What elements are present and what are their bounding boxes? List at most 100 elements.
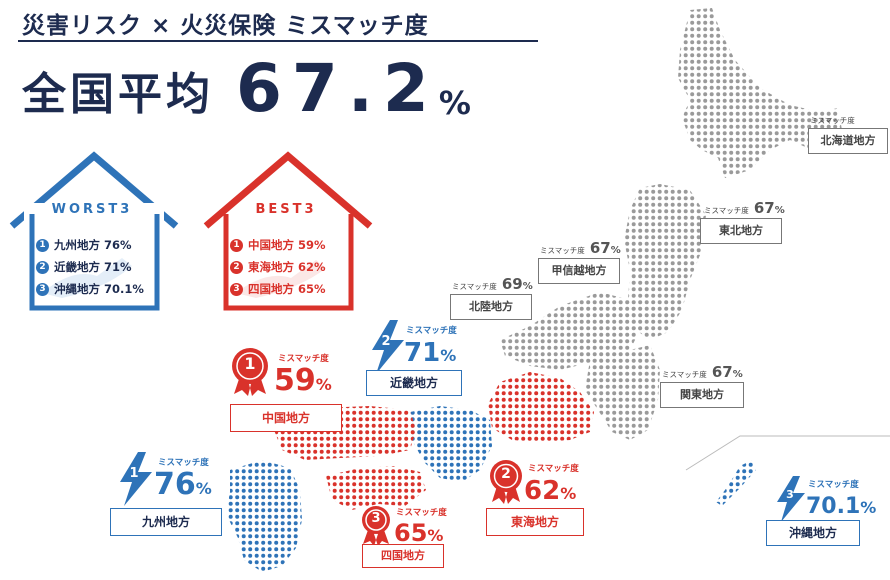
mismatch-label: ミスマッチ度 [396, 508, 447, 518]
best3-house-outline [203, 151, 373, 311]
mismatch-label: ミスマッチ度 [452, 282, 497, 291]
medal-icon [490, 460, 522, 504]
mismatch-label: ミスマッチ度 [810, 116, 855, 125]
okinawa-value: 70.1 [806, 494, 861, 519]
rank-badge: 3 [36, 282, 49, 296]
callout-koshinetsu: ミスマッチ度 67% [540, 238, 621, 257]
best3-item-text: 中国地方 59% [248, 238, 326, 252]
mismatch-label: ミスマッチ度 [528, 464, 579, 474]
lightning-rank: 1 [129, 466, 139, 481]
label-okinawa: 沖縄地方 [766, 520, 860, 546]
mismatch-label: ミスマッチ度 [808, 480, 859, 490]
map-region-kyushu [226, 460, 302, 572]
okinawa-unit: % [860, 498, 877, 517]
label-kyushu: 九州地方 [110, 508, 222, 536]
medal-rank: 2 [501, 466, 511, 482]
kyushu-unit: % [195, 479, 212, 498]
map-region-kanto [585, 345, 660, 440]
tokai-value: 62 [524, 476, 561, 506]
label-tohoku: 東北地方 [700, 218, 782, 244]
mismatch-label: ミスマッチ度 [406, 326, 457, 336]
worst3-item-text: 沖縄地方 70.1% [54, 282, 144, 296]
hokuriku-value: 69 [501, 275, 523, 293]
map-region-shikoku [326, 466, 426, 510]
best3-item-text: 四国地方 65% [248, 282, 326, 296]
okinawa-value-group: 70.1% [806, 492, 876, 523]
label-kinki: 近畿地方 [366, 370, 462, 396]
hokuriku-unit: % [522, 281, 533, 292]
label-hokuriku: 北陸地方 [450, 294, 532, 320]
title-underline [18, 40, 538, 42]
average-label: 全国平均 [22, 69, 214, 120]
kinki-value: 71 [404, 338, 441, 368]
average-unit: % [438, 84, 471, 122]
medal-rank: 3 [371, 511, 381, 526]
best3-item: 2 東海地方 62% [230, 256, 326, 278]
worst3-item-text: 九州地方 76% [54, 238, 132, 252]
worst3-house-outline [9, 151, 179, 313]
mismatch-label: ミスマッチ度 [540, 246, 585, 255]
chugoku-value: 59 [274, 363, 316, 398]
best3-item: 1 中国地方 59% [230, 234, 326, 256]
label-hokkaido: 北海道地方 [808, 128, 888, 154]
best3-list: 1 中国地方 59% 2 東海地方 62% 3 四国地方 65% [230, 234, 326, 300]
label-tokai: 東海地方 [486, 508, 584, 536]
lightning-rank: 3 [786, 488, 794, 501]
worst3-list: 1 九州地方 76% 2 近畿地方 71% 3 沖縄地方 70.1% [36, 234, 144, 300]
best3-item: 3 四国地方 65% [230, 278, 326, 300]
tokai-unit: % [560, 484, 577, 503]
label-kanto: 関東地方 [660, 382, 744, 408]
kyushu-value-group: 76% [154, 470, 212, 504]
callout-hokuriku: ミスマッチ度 69% [452, 274, 533, 293]
worst3-house: WORST3 1 九州地方 76% 2 近畿地方 71% 3 沖縄地方 70.1% [2, 148, 182, 318]
lightning-icon [120, 452, 152, 506]
best3-house: BEST3 1 中国地方 59% 2 東海地方 62% 3 四国地方 65% [196, 148, 376, 318]
lightning-icon [777, 476, 805, 522]
label-shikoku: 四国地方 [362, 544, 444, 568]
tohoku-unit: % [774, 205, 785, 216]
shikoku-unit: % [427, 526, 444, 545]
kinki-unit: % [440, 346, 457, 365]
worst3-item-text: 近畿地方 71% [54, 260, 132, 274]
callout-kanto: ミスマッチ度 67% [662, 362, 743, 381]
tohoku-value: 67 [753, 199, 775, 217]
worst3-item: 1 九州地方 76% [36, 234, 144, 256]
lightning-icon [372, 320, 404, 374]
map-region-tokai [488, 372, 594, 442]
kinki-value-group: 71% [404, 338, 456, 371]
shikoku-value: 65 [394, 519, 428, 547]
chugoku-value-group: 59% [274, 366, 332, 400]
page-title: 災害リスク × 火災保険 ミスマッチ度 [22, 13, 429, 39]
rank-badge: 2 [36, 260, 49, 274]
shikoku-value-group: 65% [394, 518, 443, 551]
map-region-hokuriku-koshinetsu [500, 292, 640, 370]
average-value: 67.2 [236, 50, 439, 127]
kanto-unit: % [732, 369, 743, 380]
rank-badge: 3 [230, 282, 243, 296]
best3-item-text: 東海地方 62% [248, 260, 326, 274]
mismatch-label: ミスマッチ度 [704, 206, 749, 215]
rank-badge: 2 [230, 260, 243, 274]
worst3-item: 2 近畿地方 71% [36, 256, 144, 278]
map-region-tohoku [624, 184, 706, 340]
worst3-title: WORST3 [51, 202, 133, 217]
okinawa-inset-frame [685, 435, 890, 471]
rank-badge: 1 [230, 238, 243, 252]
rank-badge: 1 [36, 238, 49, 252]
callout-tohoku: ミスマッチ度 67% [704, 198, 785, 217]
koshinetsu-value: 67 [589, 239, 611, 257]
mismatch-label: ミスマッチ度 [662, 370, 707, 379]
map-region-kinki [410, 406, 492, 482]
lightning-rank: 2 [381, 334, 391, 349]
mismatch-label: ミスマッチ度 [158, 458, 209, 468]
medal-rank: 1 [244, 354, 256, 373]
label-chugoku: 中国地方 [230, 404, 342, 432]
worst3-item: 3 沖縄地方 70.1% [36, 278, 144, 300]
map-region-hokkaido [678, 8, 842, 178]
medal-icon [362, 506, 390, 546]
mismatch-label: ミスマッチ度 [278, 354, 329, 364]
map-region-okinawa [716, 460, 756, 506]
label-koshinetsu: 甲信越地方 [538, 258, 620, 284]
kyushu-value: 76 [154, 467, 196, 502]
national-average: 全国平均 67.2% [22, 56, 471, 123]
